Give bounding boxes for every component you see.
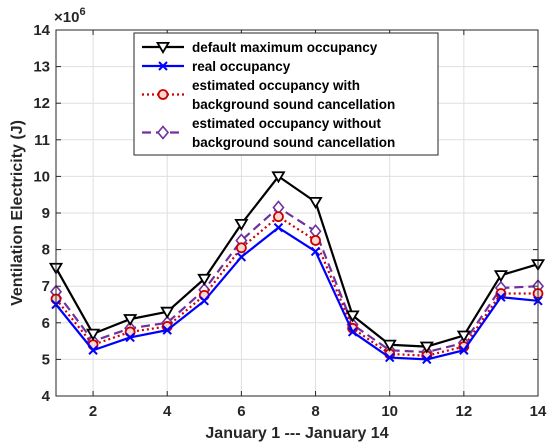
y-axis-label: Ventilation Electricity (J) bbox=[9, 120, 26, 306]
legend-marker bbox=[155, 41, 171, 55]
data-point bbox=[199, 296, 210, 306]
marker-stroke bbox=[199, 296, 210, 306]
series-line bbox=[55, 215, 538, 357]
y-tick-label: 5 bbox=[42, 351, 50, 368]
series-line bbox=[55, 226, 539, 361]
x-tick-label: 12 bbox=[456, 403, 473, 420]
x-axis-label: January 1 --- January 14 bbox=[205, 425, 388, 442]
data-point bbox=[125, 332, 135, 343]
data-point bbox=[234, 218, 249, 231]
y-scale-base: ×10 bbox=[54, 9, 79, 26]
data-point bbox=[308, 196, 323, 210]
data-point bbox=[162, 325, 172, 335]
marker-stroke bbox=[422, 354, 432, 365]
legend: default maximum occupancy real occupancy e… bbox=[133, 32, 439, 156]
y-tick-label: 13 bbox=[33, 59, 50, 76]
legend-marker bbox=[157, 89, 169, 100]
data-point bbox=[459, 345, 469, 355]
data-point bbox=[273, 211, 284, 223]
data-point bbox=[160, 306, 175, 319]
legend-item-3: estimated occupancy with background sound… bbox=[142, 78, 395, 112]
marker-stroke bbox=[236, 252, 247, 262]
legend-label: background sound cancellation bbox=[192, 135, 395, 150]
y-scale-exponent: 6 bbox=[79, 6, 85, 18]
data-point bbox=[382, 339, 397, 352]
marker-stroke bbox=[273, 222, 284, 233]
marker-stroke bbox=[158, 61, 168, 71]
legend-item-2: real occupancy bbox=[142, 59, 291, 74]
marker-stroke bbox=[125, 332, 135, 343]
data-point bbox=[419, 341, 434, 354]
legend-label: estimated occupancy without bbox=[192, 116, 382, 131]
marker-stroke bbox=[496, 292, 506, 302]
data-point bbox=[384, 352, 395, 363]
data-point bbox=[273, 222, 284, 233]
data-point bbox=[236, 252, 247, 262]
x-tick-label: 10 bbox=[381, 403, 398, 420]
y-tick-label: 14 bbox=[33, 22, 50, 39]
legend-label: background sound cancellation bbox=[192, 97, 395, 112]
x-tick-label: 6 bbox=[237, 403, 245, 420]
marker-stroke bbox=[162, 325, 172, 335]
data-point bbox=[235, 242, 247, 254]
data-point bbox=[88, 345, 98, 355]
y-tick-label: 6 bbox=[42, 315, 50, 332]
legend-label: estimated occupancy with bbox=[192, 78, 360, 93]
x-tick-label: 2 bbox=[89, 403, 97, 420]
data-point bbox=[496, 292, 506, 302]
y-tick-label: 8 bbox=[42, 242, 50, 259]
data-point bbox=[86, 328, 101, 341]
y-tick-label: 10 bbox=[33, 168, 50, 185]
y-tick-label: 11 bbox=[34, 132, 50, 149]
y-tick-label: 12 bbox=[33, 95, 50, 112]
legend-label: default maximum occupancy bbox=[192, 40, 378, 55]
legend-item-1: default maximum occupancy bbox=[142, 40, 378, 55]
data-point bbox=[347, 327, 358, 337]
marker-stroke bbox=[459, 345, 469, 355]
series-1 bbox=[48, 171, 546, 354]
data-point bbox=[310, 235, 321, 246]
series-line bbox=[55, 175, 539, 348]
x-tick-label: 4 bbox=[163, 403, 172, 420]
data-point bbox=[123, 314, 138, 327]
x-tick-label: 8 bbox=[311, 403, 319, 420]
data-point bbox=[493, 270, 508, 283]
marker-stroke bbox=[384, 352, 395, 363]
marker-stroke bbox=[88, 345, 98, 355]
data-point bbox=[197, 273, 212, 286]
data-point bbox=[271, 171, 286, 184]
marker-stroke bbox=[310, 246, 321, 257]
marker-stroke bbox=[347, 327, 358, 337]
data-point bbox=[345, 310, 360, 323]
y-tick-label: 4 bbox=[42, 388, 51, 405]
y-scale-exponent-label: ×106 bbox=[54, 6, 86, 26]
legend-marker bbox=[158, 61, 168, 71]
ticks: 2 4 6 8 10 12 14 4 5 6 7 8 9 10 11 12 13 14 bbox=[33, 22, 547, 420]
y-tick-label: 9 bbox=[42, 205, 50, 222]
data-point bbox=[422, 354, 432, 365]
legend-box bbox=[133, 32, 439, 156]
data-point bbox=[456, 330, 471, 343]
y-tick-label: 7 bbox=[42, 278, 50, 295]
legend-label: real occupancy bbox=[192, 59, 291, 74]
data-point bbox=[310, 246, 321, 257]
x-tick-label: 14 bbox=[530, 403, 547, 420]
series-layer bbox=[48, 171, 546, 365]
legend-marker bbox=[156, 125, 170, 140]
legend-item-4: estimated occupancy without background so… bbox=[142, 116, 395, 150]
